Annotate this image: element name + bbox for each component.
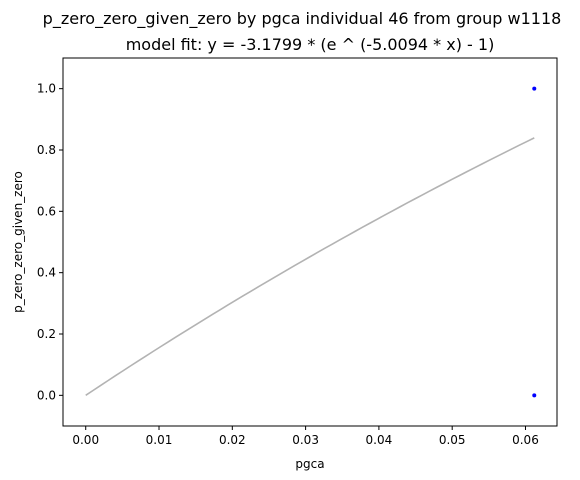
y-tick-label: 0.2 bbox=[37, 327, 56, 341]
x-tick-label: 0.01 bbox=[146, 433, 173, 447]
plot-frame bbox=[62, 57, 558, 427]
y-axis-label: p_zero_zero_given_zero bbox=[11, 171, 25, 313]
plot-area: 0.00 0.01 0.02 0.03 0.04 0.05 0.06 0.00.20.40.… bbox=[37, 57, 558, 447]
y-axis-ticks: 0.0 0.2 0.4 0.6 0.8 1.0 bbox=[37, 82, 63, 402]
y-tick-label: 0.4 bbox=[37, 266, 56, 280]
y-tick-label: 1.0 bbox=[37, 82, 56, 96]
y-tick-label: 0.8 bbox=[37, 143, 56, 157]
chart-subtitle: model fit: y = -3.1799 * (e ^ (-5.0094 *… bbox=[126, 35, 495, 54]
data-point bbox=[532, 86, 537, 91]
x-axis-label: pgca bbox=[295, 457, 324, 471]
x-tick-label: 0.02 bbox=[219, 433, 246, 447]
chart-title: p_zero_zero_given_zero by pgca individua… bbox=[43, 9, 562, 29]
fit-line-layer bbox=[85, 137, 535, 396]
x-tick-label: 0.00 bbox=[72, 433, 99, 447]
x-tick-label: 0.04 bbox=[366, 433, 393, 447]
x-axis-ticks: 0.00 0.01 0.02 0.03 0.04 0.05 0.06 bbox=[72, 426, 539, 447]
x-tick-label: 0.03 bbox=[292, 433, 319, 447]
x-tick-label: 0.06 bbox=[512, 433, 539, 447]
model-fit-line bbox=[85, 137, 535, 396]
x-tick-label: 0.05 bbox=[439, 433, 466, 447]
y-tick-label: 0.0 bbox=[37, 388, 56, 402]
y-tick-label: 0.6 bbox=[37, 204, 56, 218]
data-point bbox=[532, 393, 537, 398]
point-layer bbox=[532, 86, 537, 398]
